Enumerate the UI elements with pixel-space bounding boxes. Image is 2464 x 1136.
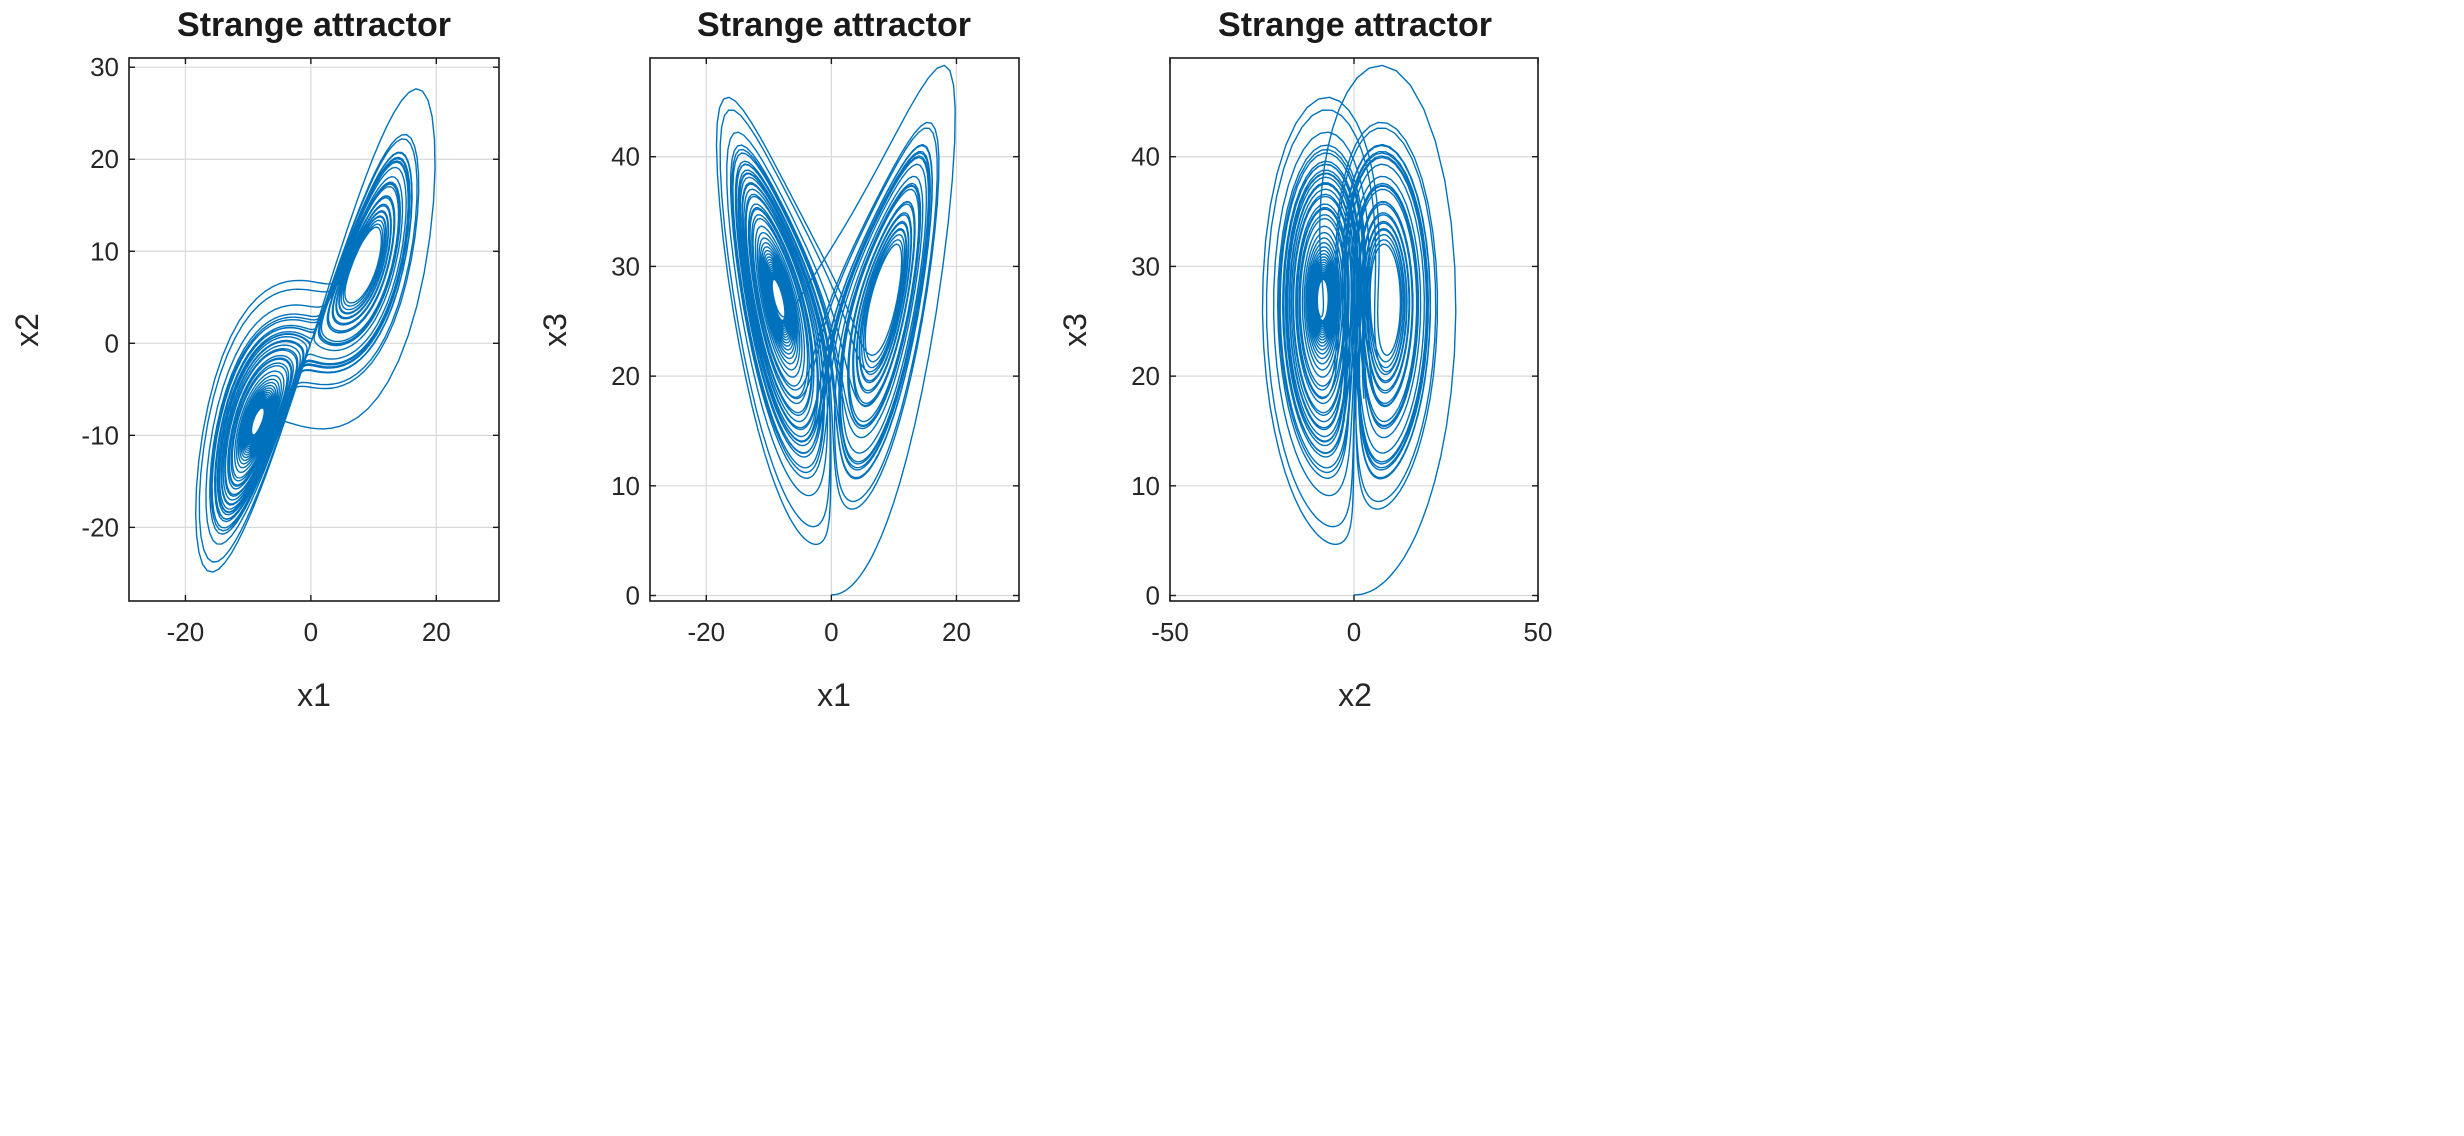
x-tick-label: -50 <box>1151 617 1189 647</box>
y-tick-label: -10 <box>81 420 119 450</box>
plot-title: Strange attractor <box>177 6 451 44</box>
y-tick-label: 0 <box>105 328 119 358</box>
y-tick-label: 10 <box>611 471 640 501</box>
plot-frame <box>128 57 500 602</box>
plot-title: Strange attractor <box>1218 6 1492 44</box>
y-tick-label: 20 <box>90 144 119 174</box>
y-tick-label: 0 <box>626 581 640 611</box>
y-tick-label: 40 <box>611 142 640 172</box>
attractor-trajectory <box>715 64 956 596</box>
attractor-trajectory <box>1261 64 1457 596</box>
y-tick-label: 20 <box>1131 361 1160 391</box>
plot-title: Strange attractor <box>697 6 971 44</box>
y-tick-label: 20 <box>611 361 640 391</box>
plot-x2-x3: Strange attractor x2 x3 -50 0 50 0 10 20 30 40 <box>1057 6 1552 713</box>
y-tick-label: 30 <box>611 251 640 281</box>
x-tick-label: 0 <box>1347 617 1361 647</box>
y-tick-label: 40 <box>1131 142 1160 172</box>
x-tick-label: 0 <box>824 617 838 647</box>
x-tick-label: -20 <box>687 617 725 647</box>
x-axis-label: x2 <box>1338 677 1372 713</box>
x-tick-label: 20 <box>942 617 971 647</box>
y-tick-label: -20 <box>81 512 119 542</box>
x-tick-label: 20 <box>422 617 451 647</box>
x-tick-label: 50 <box>1524 617 1553 647</box>
x-axis-label: x1 <box>297 677 331 713</box>
y-tick-label: 30 <box>1131 251 1160 281</box>
figure: Strange attractor x1 x2 -20 0 20 -20 -10 0 10 2… <box>9 6 1552 713</box>
y-axis-label: x3 <box>1057 313 1093 347</box>
x-tick-label: 0 <box>304 617 318 647</box>
y-tick-label: 10 <box>1131 471 1160 501</box>
y-axis-label: x2 <box>9 313 45 347</box>
attractor-trajectory <box>195 88 436 573</box>
y-tick-label: 0 <box>1146 581 1160 611</box>
plot-frame <box>649 57 1020 602</box>
y-tick-label: 10 <box>90 236 119 266</box>
x-tick-label: -20 <box>167 617 205 647</box>
x-axis-label: x1 <box>817 677 851 713</box>
plot-x1-x2: Strange attractor x1 x2 -20 0 20 -20 -10 0 10 2… <box>9 6 500 713</box>
y-axis-label: x3 <box>537 313 573 347</box>
y-tick-label: 30 <box>90 52 119 82</box>
plot-x1-x3: Strange attractor x1 x3 -20 0 20 0 10 20 30 40 <box>537 6 1020 713</box>
